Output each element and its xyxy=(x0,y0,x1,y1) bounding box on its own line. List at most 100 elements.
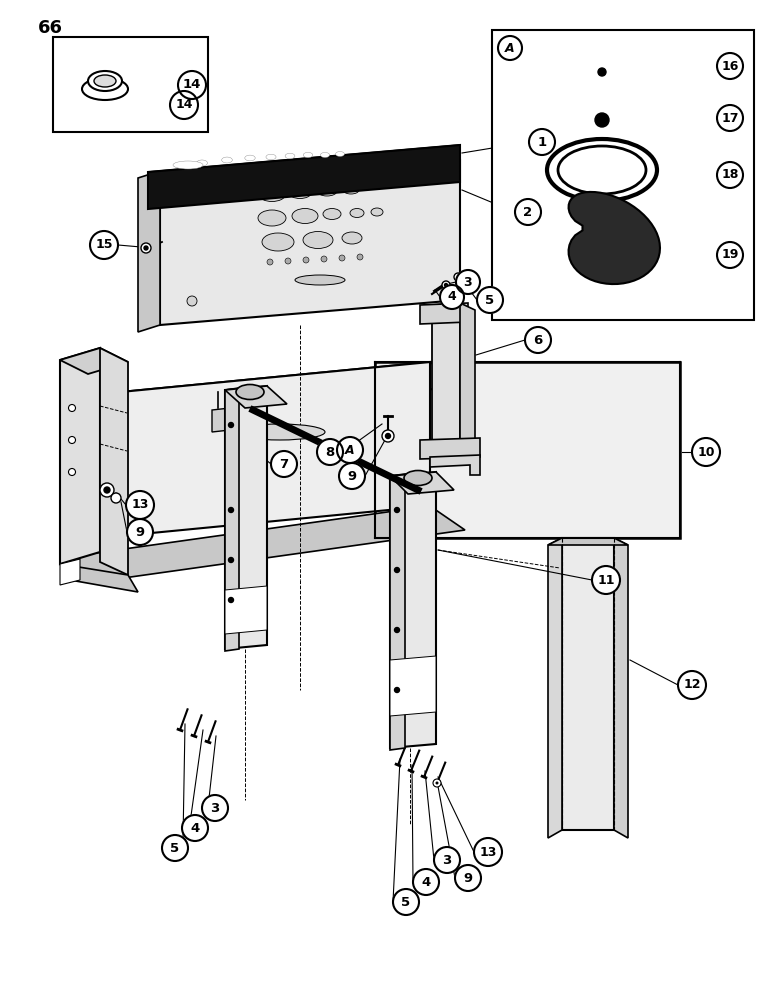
Polygon shape xyxy=(390,474,405,750)
Circle shape xyxy=(434,847,460,873)
Circle shape xyxy=(435,782,438,784)
Circle shape xyxy=(127,519,153,545)
Text: 4: 4 xyxy=(421,876,431,888)
Polygon shape xyxy=(225,586,267,634)
Bar xyxy=(492,30,754,320)
Text: 8: 8 xyxy=(325,446,335,458)
Polygon shape xyxy=(548,538,562,838)
Circle shape xyxy=(395,628,399,633)
Polygon shape xyxy=(420,303,468,324)
Circle shape xyxy=(395,568,399,572)
Polygon shape xyxy=(248,408,266,432)
Polygon shape xyxy=(375,362,680,538)
Text: 14: 14 xyxy=(176,99,193,111)
Circle shape xyxy=(525,327,551,353)
Circle shape xyxy=(717,105,743,131)
Ellipse shape xyxy=(342,232,362,244)
Polygon shape xyxy=(420,438,480,459)
Polygon shape xyxy=(562,538,614,830)
Circle shape xyxy=(170,91,198,119)
Circle shape xyxy=(717,242,743,268)
Text: 10: 10 xyxy=(697,446,714,458)
Circle shape xyxy=(202,795,228,821)
Ellipse shape xyxy=(173,161,203,169)
Circle shape xyxy=(126,491,154,519)
Ellipse shape xyxy=(317,186,337,196)
Text: A: A xyxy=(505,41,515,54)
Circle shape xyxy=(454,273,462,281)
Polygon shape xyxy=(548,538,628,545)
Circle shape xyxy=(455,865,481,891)
Ellipse shape xyxy=(321,152,330,158)
Polygon shape xyxy=(460,303,475,460)
Ellipse shape xyxy=(266,154,276,160)
Circle shape xyxy=(182,815,208,841)
Polygon shape xyxy=(60,506,465,582)
Ellipse shape xyxy=(350,209,364,218)
Circle shape xyxy=(357,254,363,260)
Ellipse shape xyxy=(343,186,359,194)
Circle shape xyxy=(229,508,233,512)
Ellipse shape xyxy=(303,232,333,248)
Circle shape xyxy=(141,243,151,253)
Circle shape xyxy=(187,296,197,306)
Circle shape xyxy=(303,257,309,263)
Circle shape xyxy=(69,436,76,444)
Circle shape xyxy=(285,258,291,264)
Text: A: A xyxy=(346,444,355,456)
Text: 9: 9 xyxy=(347,470,356,483)
Circle shape xyxy=(427,517,433,523)
Text: 9: 9 xyxy=(136,526,144,538)
Text: 1: 1 xyxy=(537,135,547,148)
Text: 9: 9 xyxy=(463,871,473,884)
Polygon shape xyxy=(60,564,138,592)
Circle shape xyxy=(178,71,206,99)
Text: 17: 17 xyxy=(722,111,739,124)
Circle shape xyxy=(692,438,720,466)
Circle shape xyxy=(321,256,327,262)
Polygon shape xyxy=(390,472,436,748)
Ellipse shape xyxy=(222,157,232,163)
Text: 4: 4 xyxy=(448,290,456,304)
Circle shape xyxy=(717,162,743,188)
Ellipse shape xyxy=(262,233,294,251)
Ellipse shape xyxy=(88,71,122,91)
Ellipse shape xyxy=(82,78,128,100)
Ellipse shape xyxy=(371,208,383,216)
Bar xyxy=(53,37,208,132)
Text: 7: 7 xyxy=(279,458,289,471)
Ellipse shape xyxy=(94,75,116,87)
Polygon shape xyxy=(390,656,436,716)
Circle shape xyxy=(595,113,609,127)
Ellipse shape xyxy=(236,384,264,399)
Circle shape xyxy=(395,688,399,692)
Circle shape xyxy=(498,36,522,60)
Text: 12: 12 xyxy=(683,678,700,692)
Circle shape xyxy=(395,508,399,512)
Circle shape xyxy=(100,483,114,497)
Circle shape xyxy=(229,597,233,602)
Text: 13: 13 xyxy=(131,498,149,512)
Circle shape xyxy=(144,246,148,250)
Circle shape xyxy=(678,671,706,699)
Ellipse shape xyxy=(404,471,432,486)
Polygon shape xyxy=(614,538,628,838)
Ellipse shape xyxy=(323,209,341,220)
Circle shape xyxy=(271,451,297,477)
Circle shape xyxy=(90,231,118,259)
Polygon shape xyxy=(138,171,160,332)
Text: 18: 18 xyxy=(722,168,739,182)
Polygon shape xyxy=(100,362,430,538)
Polygon shape xyxy=(148,145,460,185)
Ellipse shape xyxy=(259,188,285,202)
Text: 6: 6 xyxy=(534,334,543,347)
Polygon shape xyxy=(60,394,100,558)
Circle shape xyxy=(339,463,365,489)
Polygon shape xyxy=(225,386,287,408)
Circle shape xyxy=(229,422,233,428)
Text: 3: 3 xyxy=(211,802,220,814)
Text: 14: 14 xyxy=(183,79,201,92)
Circle shape xyxy=(337,437,363,463)
Ellipse shape xyxy=(235,424,325,440)
Circle shape xyxy=(267,259,273,265)
